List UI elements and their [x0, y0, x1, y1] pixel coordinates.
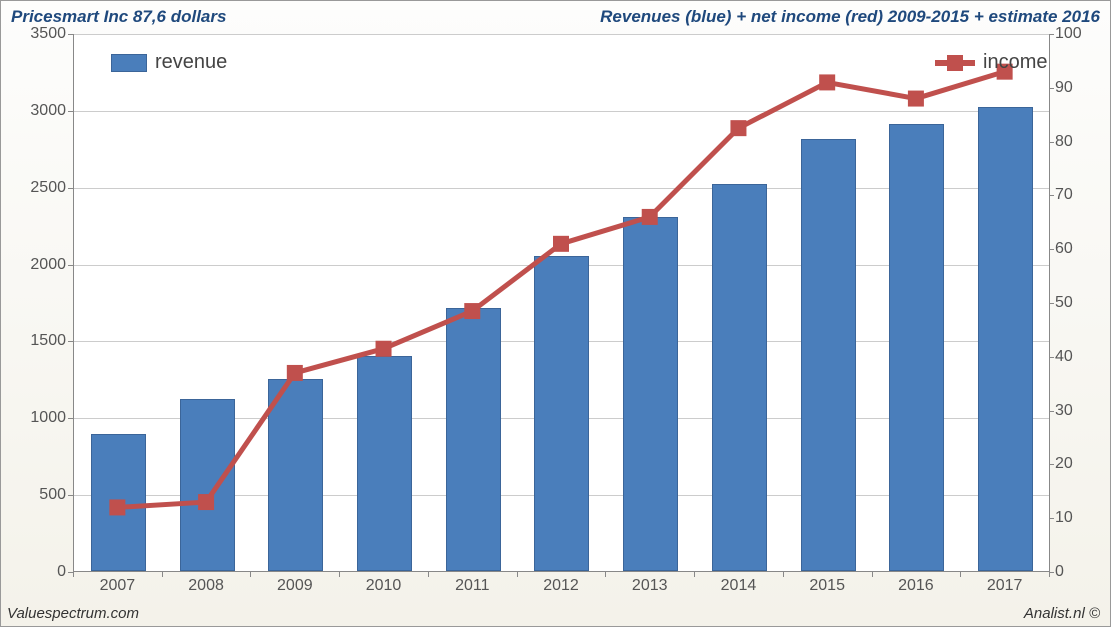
tick-mark	[1049, 357, 1054, 358]
tick-mark	[1049, 249, 1054, 250]
ytick-left: 3500	[6, 25, 66, 43]
tick-mark	[960, 572, 961, 577]
legend-revenue-label: revenue	[155, 51, 227, 74]
xtick: 2007	[100, 577, 136, 595]
bar	[180, 399, 235, 571]
tick-mark	[1049, 411, 1054, 412]
legend-revenue-swatch	[111, 54, 147, 72]
chart-container: Pricesmart Inc 87,6 dollars Revenues (bl…	[0, 0, 1111, 627]
title-right: Revenues (blue) + net income (red) 2009-…	[600, 7, 1100, 27]
tick-mark	[68, 34, 73, 35]
tick-mark	[872, 572, 873, 577]
tick-mark	[162, 572, 163, 577]
tick-mark	[73, 572, 74, 577]
xtick: 2017	[987, 577, 1023, 595]
tick-mark	[1049, 195, 1054, 196]
tick-mark	[1049, 34, 1054, 35]
ytick-left: 2500	[6, 179, 66, 197]
xtick: 2009	[277, 577, 313, 595]
bar	[712, 184, 767, 571]
ytick-left: 3000	[6, 102, 66, 120]
tick-mark	[605, 572, 606, 577]
ytick-right: 80	[1055, 133, 1105, 151]
title-left: Pricesmart Inc 87,6 dollars	[11, 7, 226, 27]
bar	[446, 308, 501, 571]
ytick-left: 2000	[6, 256, 66, 274]
ytick-left: 1000	[6, 409, 66, 427]
legend-income-swatch	[935, 60, 975, 66]
bar	[268, 379, 323, 571]
bar	[357, 356, 412, 571]
xtick: 2010	[366, 577, 402, 595]
ytick-right: 30	[1055, 402, 1105, 420]
tick-mark	[68, 111, 73, 112]
tick-mark	[783, 572, 784, 577]
footer-right: Analist.nl ©	[1024, 605, 1100, 622]
legend-income: income	[935, 51, 1047, 74]
ytick-right: 60	[1055, 240, 1105, 258]
tick-mark	[428, 572, 429, 577]
xtick: 2015	[809, 577, 845, 595]
ytick-left: 500	[6, 486, 66, 504]
ytick-left: 0	[6, 563, 66, 581]
ytick-right: 50	[1055, 294, 1105, 312]
tick-mark	[1049, 88, 1054, 89]
tick-mark	[68, 265, 73, 266]
tick-mark	[1049, 142, 1054, 143]
xtick: 2013	[632, 577, 668, 595]
gridline	[74, 34, 1049, 35]
xtick: 2008	[188, 577, 224, 595]
xtick: 2014	[721, 577, 757, 595]
bar	[889, 124, 944, 571]
footer-left: Valuespectrum.com	[7, 605, 139, 622]
tick-mark	[339, 572, 340, 577]
ytick-right: 0	[1055, 563, 1105, 581]
legend-income-label: income	[983, 51, 1047, 74]
ytick-right: 70	[1055, 186, 1105, 204]
tick-mark	[1049, 303, 1054, 304]
bar	[623, 217, 678, 571]
tick-mark	[68, 188, 73, 189]
plot-area	[73, 34, 1049, 572]
gridline	[74, 111, 1049, 112]
tick-mark	[68, 341, 73, 342]
xtick: 2016	[898, 577, 934, 595]
tick-mark	[517, 572, 518, 577]
tick-mark	[1049, 464, 1054, 465]
tick-mark	[68, 495, 73, 496]
chart-header: Pricesmart Inc 87,6 dollars Revenues (bl…	[11, 5, 1100, 29]
bar	[534, 256, 589, 571]
tick-mark	[1049, 518, 1054, 519]
legend-revenue: revenue	[111, 51, 227, 74]
ytick-right: 100	[1055, 25, 1105, 43]
tick-mark	[68, 418, 73, 419]
chart-footer: Valuespectrum.com Analist.nl ©	[7, 603, 1100, 623]
ytick-right: 90	[1055, 79, 1105, 97]
tick-mark	[250, 572, 251, 577]
bar	[801, 139, 856, 571]
tick-mark	[1049, 572, 1050, 577]
ytick-right: 10	[1055, 509, 1105, 527]
ytick-left: 1500	[6, 332, 66, 350]
ytick-right: 40	[1055, 348, 1105, 366]
xtick: 2011	[455, 577, 489, 595]
bar	[978, 107, 1033, 571]
tick-mark	[694, 572, 695, 577]
bar	[91, 434, 146, 571]
ytick-right: 20	[1055, 455, 1105, 473]
xtick: 2012	[543, 577, 579, 595]
